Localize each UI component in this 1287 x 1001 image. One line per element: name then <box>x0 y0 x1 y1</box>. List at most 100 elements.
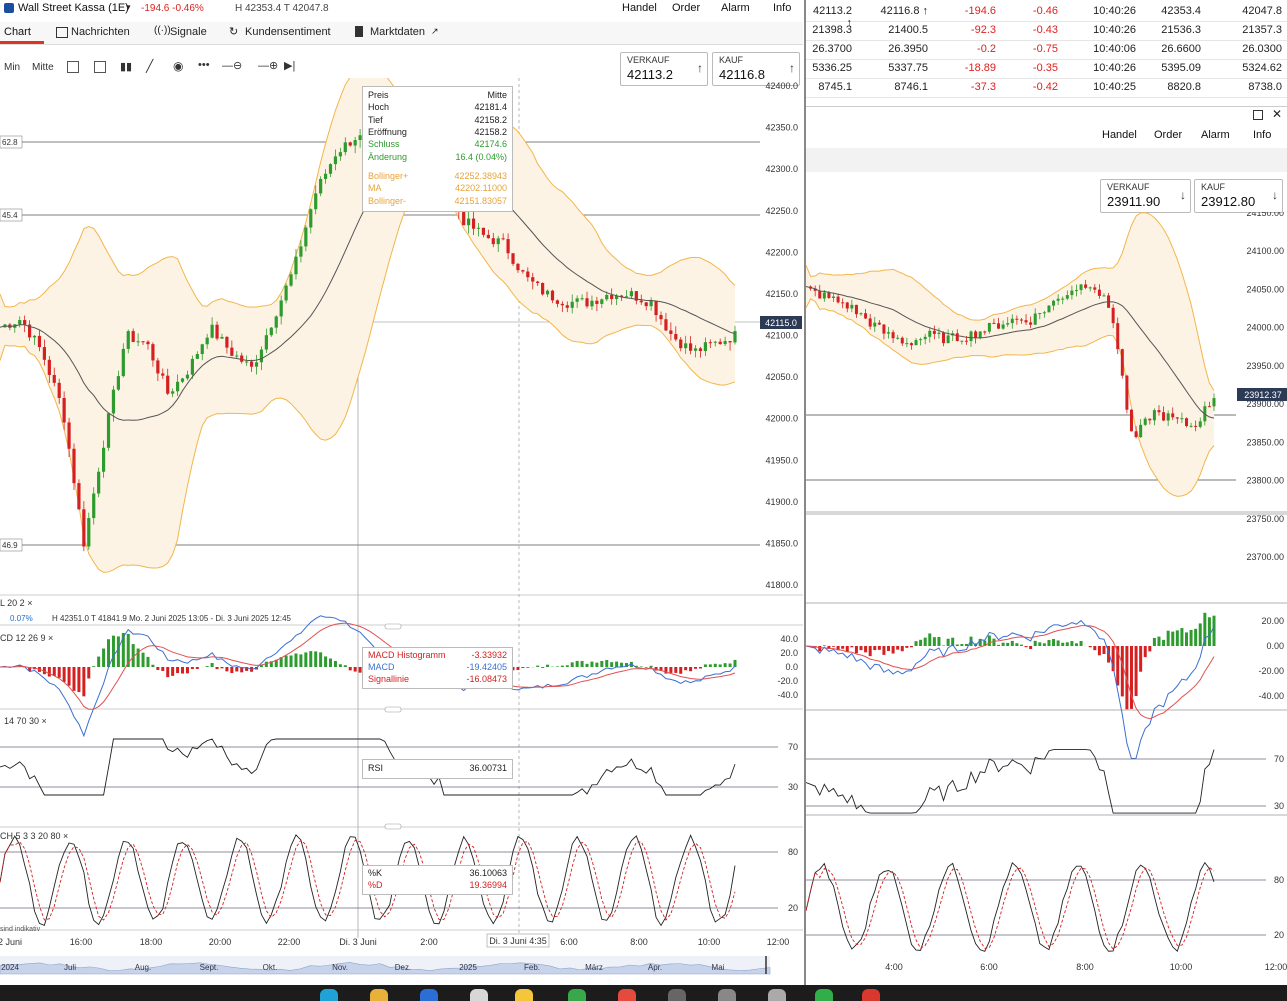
draw-line-icon[interactable]: ╱ <box>146 59 154 73</box>
right-candle-body <box>873 322 877 327</box>
rsi-settings-label[interactable]: 14 70 30 × <box>4 716 47 726</box>
macd-histogram-bar <box>324 656 328 667</box>
tab-signale[interactable]: Signale <box>170 26 207 38</box>
quote-row[interactable]: 42113.2 ↑ 42116.8 ↑ -194.6 -0.46 10:40:26 423… <box>806 2 1287 29</box>
macd-axis-label: 20.0 <box>780 648 798 658</box>
app-icon[interactable] <box>515 989 533 1001</box>
whatsapp-icon[interactable] <box>815 989 833 1001</box>
right-macd-bar <box>836 646 840 651</box>
macd-histogram-bar <box>264 661 268 667</box>
macd-histogram-bar <box>620 662 624 667</box>
record-icon[interactable] <box>862 989 880 1001</box>
folder-icon[interactable] <box>370 989 388 1001</box>
right-menu-alarm[interactable]: Alarm <box>1201 129 1230 141</box>
tab-kundensentiment[interactable]: Kundensentiment <box>245 26 331 38</box>
opera-icon[interactable] <box>618 989 636 1001</box>
right-candlestick-chart[interactable]: 24150.00 24100.00 24050.00 24000.00 23950.00… <box>806 212 1287 985</box>
right-buy-price-box[interactable]: KAUF 23912.80 ↓ <box>1194 179 1283 213</box>
more-icon[interactable]: ••• <box>198 59 210 71</box>
menu-order[interactable]: Order <box>672 2 701 14</box>
menu-alarm[interactable]: Alarm <box>721 2 750 14</box>
main-candlestick-chart[interactable]: 62.8 45.4 46.9 42400.0 42350.0 42300.0 42250.0… <box>0 78 803 985</box>
quote-cell: 42113.2 ↑ <box>813 5 852 29</box>
quote-cell: 8746.1 <box>894 81 928 93</box>
terminal-icon[interactable] <box>668 989 686 1001</box>
macd-histogram-bar <box>195 667 199 669</box>
close-icon[interactable]: ✕ <box>1272 107 1283 121</box>
settings-icon[interactable] <box>718 989 736 1001</box>
store-icon[interactable] <box>420 989 438 1001</box>
overview-axis-label: Apr. <box>648 963 662 972</box>
tab-marktdaten[interactable]: Marktdaten <box>370 26 426 38</box>
instrument-high-low: H 42353.4 T 42047.8 <box>235 3 329 14</box>
macd-tip-value: -16.08473 <box>466 674 507 684</box>
right-macd-bar <box>1180 628 1184 646</box>
right-stoch-axis-label: 20 <box>1274 930 1284 940</box>
quote-row[interactable]: 21398.3 21400.5 -92.3 -0.43 10:40:26 21536.3 2… <box>806 21 1287 41</box>
browser-icon[interactable] <box>320 989 338 1001</box>
zoom-in-icon[interactable]: —⊕ <box>258 60 279 72</box>
right-candle-body <box>1184 418 1188 426</box>
candle-body <box>595 300 599 304</box>
visible-range-label: H 42351.0 T 41841.9 Mo. 2 Juni 2025 13:0… <box>52 614 291 623</box>
menu-handel[interactable]: Handel <box>622 2 657 14</box>
macd-histogram-bar <box>684 667 688 671</box>
price-axis-label: 42150.0 <box>765 289 798 299</box>
chart-type-icon[interactable] <box>67 61 79 73</box>
right-macd-bar <box>951 637 955 646</box>
candle-body <box>575 298 579 302</box>
quote-row[interactable]: 5336.25 5337.75 -18.89 -0.35 10:40:26 5395.09… <box>806 59 1287 79</box>
clock-icon[interactable] <box>768 989 786 1001</box>
chrome-icon[interactable] <box>568 989 586 1001</box>
right-menu-handel[interactable]: Handel <box>1102 129 1137 141</box>
macd-histogram-bar <box>131 644 135 667</box>
right-candle-body <box>836 296 840 303</box>
macd-settings-label[interactable]: CD 12 26 9 × <box>0 633 54 643</box>
macd-histogram-bar <box>565 665 569 667</box>
right-candle-body <box>946 335 950 344</box>
price-axis-label: 42000.0 <box>765 414 798 424</box>
candle-body <box>531 277 535 282</box>
external-link-icon[interactable]: ↗ <box>431 26 439 36</box>
maximize-icon[interactable] <box>1253 110 1263 120</box>
right-menu-info[interactable]: Info <box>1253 129 1272 141</box>
play-icon[interactable]: ▶| <box>284 60 296 72</box>
macd-axis-label: -20.0 <box>777 676 798 686</box>
sell-price-box[interactable]: VERKAUF 42113.2 ↑ <box>620 52 708 86</box>
macd-histogram-bar <box>595 662 599 667</box>
macd-histogram-bar <box>210 663 214 667</box>
chevron-down-icon[interactable]: ▾ <box>126 2 131 12</box>
right-macd-bar <box>873 646 877 651</box>
macd-histogram-bar <box>97 656 101 667</box>
arrow-up-icon: ↑ <box>697 61 703 75</box>
price-mode-select[interactable]: Mitte <box>32 62 54 73</box>
right-menu-order[interactable]: Order <box>1154 129 1183 141</box>
bollinger-settings-label[interactable]: L 20 2 × <box>0 598 33 608</box>
bar-chart-icon[interactable]: ▮▮ <box>120 61 133 73</box>
right-macd-bar <box>1143 646 1147 658</box>
candle-body <box>605 294 609 300</box>
zoom-out-icon[interactable]: —⊖ <box>222 60 243 72</box>
buy-price-box[interactable]: KAUF 42116.8 ↑ <box>712 52 800 86</box>
macd-histogram-bar <box>615 661 619 667</box>
tab-nachrichten[interactable]: Nachrichten <box>71 26 130 38</box>
layout-icon[interactable] <box>94 61 106 73</box>
candle-body <box>101 447 106 472</box>
instrument-flag-icon <box>4 3 14 13</box>
stoch-settings-label[interactable]: CH 5 3 3 20 80 × <box>0 831 69 841</box>
candle-body <box>230 347 234 356</box>
instrument-title[interactable]: Wall Street Kassa (1E) <box>18 2 129 14</box>
right-sell-price-box[interactable]: VERKAUF 23911.90 ↓ <box>1100 179 1191 213</box>
mail-icon[interactable] <box>470 989 488 1001</box>
quote-row[interactable]: 26.3700 26.3950 -0.2 -0.75 10:40:06 26.6600 26… <box>806 40 1287 60</box>
tab-chart[interactable]: Chart <box>4 26 31 38</box>
quote-row[interactable]: 8745.1 8746.1 -37.3 -0.42 10:40:25 8820.8 8738… <box>806 78 1287 98</box>
right-macd-bar <box>1038 642 1042 646</box>
eye-icon[interactable]: ◉ <box>173 59 184 73</box>
macd-histogram-bar <box>590 661 594 667</box>
menu-info[interactable]: Info <box>773 2 792 14</box>
interval-select[interactable]: Min <box>4 62 21 73</box>
candle-body <box>565 305 569 308</box>
right-macd-bar <box>1212 615 1216 646</box>
macd-histogram-bar <box>111 635 115 667</box>
